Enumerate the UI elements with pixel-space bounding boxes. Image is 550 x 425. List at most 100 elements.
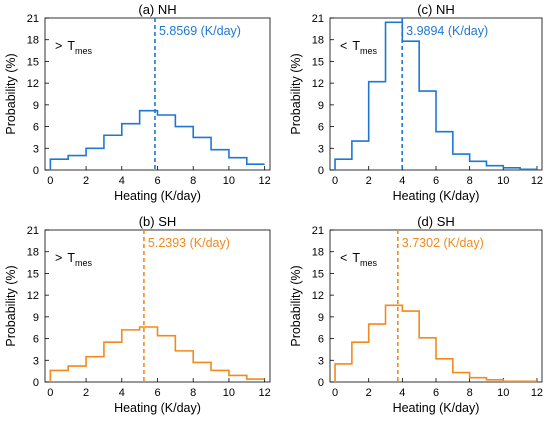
y-axis-label: Probability (%): [4, 265, 18, 346]
x-tick-label: 2: [83, 175, 89, 187]
y-tick-label: 15: [27, 268, 39, 280]
x-tick-label: 4: [399, 175, 405, 187]
plot-frame: [44, 229, 271, 383]
x-tick-label: 0: [332, 387, 338, 399]
x-tick-label: 4: [399, 387, 405, 399]
y-tick-label: 3: [318, 355, 324, 367]
x-tick-label: 8: [190, 387, 196, 399]
panel-title: (c) NH: [417, 2, 455, 17]
y-tick-label: 15: [312, 56, 324, 68]
y-tick-label: 9: [318, 100, 324, 112]
panel-b: 0 2 4 6 8 10 12 0 3 6 9 12 15 18 21 Heating (K/day) Prob…: [4, 214, 271, 415]
y-axis-label: Probability (%): [4, 53, 18, 134]
x-tick-label: 12: [531, 387, 543, 399]
y-tick-label: 21: [27, 13, 39, 25]
x-tick-label: 12: [259, 387, 271, 399]
y-tick-label: 18: [312, 35, 324, 47]
panel-title: (b) SH: [139, 214, 177, 229]
panel-c: 0 2 4 6 8 10 12 0 3 6 9 12 15 18 21 Heating (K/day) Prob…: [289, 2, 543, 203]
condition-main: T: [352, 251, 360, 265]
y-tick-label: 3: [318, 143, 324, 155]
y-tick-label: 6: [318, 334, 324, 346]
x-tick-label: 8: [467, 175, 473, 187]
x-tick-label: 0: [332, 175, 338, 187]
x-axis-label: Heating (K/day): [114, 189, 201, 203]
x-tick-label: 2: [366, 175, 372, 187]
y-tick-label: 0: [33, 165, 39, 177]
condition-subscript: mes: [75, 46, 93, 56]
x-tick-label: 10: [497, 175, 509, 187]
mean-value-label: 3.9894 (K/day): [406, 24, 488, 38]
y-tick-label: 6: [33, 334, 39, 346]
mean-value-label: 5.2393 (K/day): [148, 236, 230, 250]
y-tick-label: 21: [312, 13, 324, 25]
y-tick-label: 0: [33, 377, 39, 389]
condition-label: > Tmes: [55, 251, 92, 268]
y-tick-label: 6: [33, 122, 39, 134]
y-tick-label: 0: [318, 377, 324, 389]
plot-frame: [44, 17, 271, 171]
x-tick-label: 2: [366, 387, 372, 399]
panel-d: 0 2 4 6 8 10 12 0 3 6 9 12 15 18 21 Heating (K/day) Prob…: [289, 214, 543, 415]
panel-title: (a) NH: [138, 2, 176, 17]
histogram-step-line: [49, 109, 265, 170]
x-tick-label: 6: [154, 175, 160, 187]
mean-value-label: 3.7302 (K/day): [402, 236, 484, 250]
x-tick-label: 8: [467, 387, 473, 399]
condition-symbol: >: [55, 39, 62, 53]
x-tick-label: 12: [259, 175, 271, 187]
x-axis-label: Heating (K/day): [393, 189, 480, 203]
y-tick-label: 21: [27, 225, 39, 237]
x-axis-label: Heating (K/day): [393, 401, 480, 415]
x-tick-label: 0: [47, 387, 53, 399]
panel-title: (d) SH: [417, 214, 455, 229]
x-tick-label: 12: [531, 175, 543, 187]
y-tick-label: 3: [33, 355, 39, 367]
condition-main: T: [352, 39, 360, 53]
x-tick-label: 10: [223, 175, 235, 187]
y-tick-label: 12: [27, 78, 39, 90]
condition-symbol: >: [55, 251, 62, 265]
y-tick-label: 15: [312, 268, 324, 280]
mean-value-label: 5.8569 (K/day): [159, 24, 241, 38]
condition-label: < Tmes: [340, 39, 377, 56]
y-tick-label: 12: [27, 290, 39, 302]
panel-a: 0 2 4 6 8 10 12 0 3 6 9 12 15 18 21 Heating (K/day) Prob…: [4, 2, 271, 203]
condition-subscript: mes: [360, 258, 378, 268]
y-tick-label: 15: [27, 56, 39, 68]
y-tick-label: 18: [27, 247, 39, 259]
x-tick-label: 6: [433, 387, 439, 399]
histogram-step-line: [49, 326, 265, 382]
y-tick-label: 9: [33, 100, 39, 112]
condition-main: T: [67, 251, 75, 265]
x-tick-label: 2: [83, 387, 89, 399]
y-tick-label: 3: [33, 143, 39, 155]
y-tick-label: 18: [312, 247, 324, 259]
x-tick-label: 10: [223, 387, 235, 399]
condition-symbol: <: [340, 39, 347, 53]
histogram-step-line: [334, 304, 537, 383]
y-tick-label: 0: [318, 165, 324, 177]
y-tick-label: 9: [33, 312, 39, 324]
condition-subscript: mes: [360, 46, 378, 56]
condition-label: > Tmes: [55, 39, 92, 56]
condition-symbol: <: [340, 251, 347, 265]
y-tick-label: 12: [312, 290, 324, 302]
x-tick-label: 4: [119, 387, 125, 399]
x-tick-label: 4: [119, 175, 125, 187]
x-tick-label: 6: [154, 387, 160, 399]
x-tick-label: 8: [190, 175, 196, 187]
y-axis-label: Probability (%): [289, 265, 303, 346]
y-tick-label: 9: [318, 312, 324, 324]
histogram-step-line: [334, 21, 537, 171]
y-axis-label: Probability (%): [289, 53, 303, 134]
y-tick-label: 21: [312, 225, 324, 237]
x-tick-label: 10: [497, 387, 509, 399]
y-tick-label: 18: [27, 35, 39, 47]
y-tick-label: 12: [312, 78, 324, 90]
y-tick-label: 6: [318, 122, 324, 134]
condition-subscript: mes: [75, 258, 93, 268]
condition-label: < Tmes: [340, 251, 377, 268]
x-tick-label: 6: [433, 175, 439, 187]
